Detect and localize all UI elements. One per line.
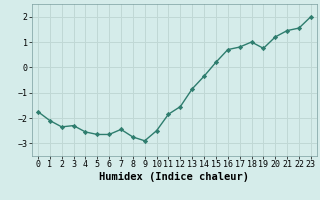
X-axis label: Humidex (Indice chaleur): Humidex (Indice chaleur) bbox=[100, 172, 249, 182]
